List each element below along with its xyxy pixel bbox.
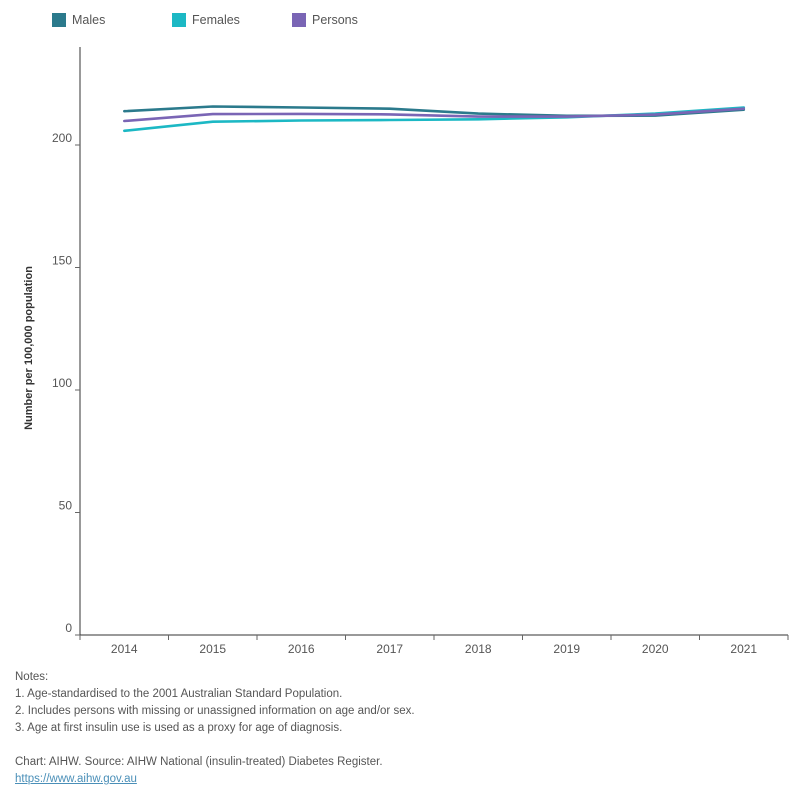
x-tick-label: 2021 xyxy=(730,642,757,656)
note-1: 1. Age-standardised to the 2001 Australi… xyxy=(15,688,343,700)
legend-item-persons[interactable]: Persons xyxy=(292,13,358,27)
legend-label-persons: Persons xyxy=(312,13,358,27)
chart-notes: Notes: 1. Age-standardised to the 2001 A… xyxy=(15,669,415,788)
x-tick-label: 2020 xyxy=(642,642,669,656)
x-tick-label: 2017 xyxy=(376,642,403,656)
note-2: 2. Includes persons with missing or unas… xyxy=(15,705,415,717)
chart-axes xyxy=(79,47,788,636)
x-tick-label: 2015 xyxy=(199,642,226,656)
x-axis-ticks: 2014 2015 2016 2017 2018 2019 2020 2021 xyxy=(79,635,789,656)
y-tick-label: 200 xyxy=(52,131,72,145)
line-chart: 0 50 100 150 200 2014 2015 2016 2017 2018 2019 202… xyxy=(23,47,789,656)
source-link[interactable]: https://www.aihw.gov.au xyxy=(15,773,137,785)
legend-swatch-males xyxy=(52,13,66,27)
y-tick-label: 150 xyxy=(52,254,72,268)
legend-item-males[interactable]: Males xyxy=(52,13,105,27)
legend-label-females: Females xyxy=(192,13,240,27)
y-axis-ticks: 0 50 100 150 200 xyxy=(52,131,80,636)
x-tick-label: 2019 xyxy=(553,642,580,656)
y-tick-label: 100 xyxy=(52,376,72,390)
series-lines xyxy=(123,105,746,133)
x-tick-label: 2014 xyxy=(111,642,138,656)
source-text: Chart: AIHW. Source: AIHW National (insu… xyxy=(15,756,383,768)
note-3: 3. Age at first insulin use is used as a… xyxy=(15,722,343,734)
x-tick-label: 2016 xyxy=(288,642,315,656)
legend-swatch-females xyxy=(172,13,186,27)
legend-item-females[interactable]: Females xyxy=(172,13,240,27)
y-axis-title: Number per 100,000 population xyxy=(23,266,35,430)
series-line-persons[interactable] xyxy=(123,107,746,123)
legend-swatch-persons xyxy=(292,13,306,27)
y-tick-label: 50 xyxy=(59,499,73,513)
legend-label-males: Males xyxy=(72,13,106,27)
notes-heading: Notes: xyxy=(15,671,49,683)
x-tick-label: 2018 xyxy=(465,642,492,656)
y-tick-label: 0 xyxy=(65,621,72,635)
